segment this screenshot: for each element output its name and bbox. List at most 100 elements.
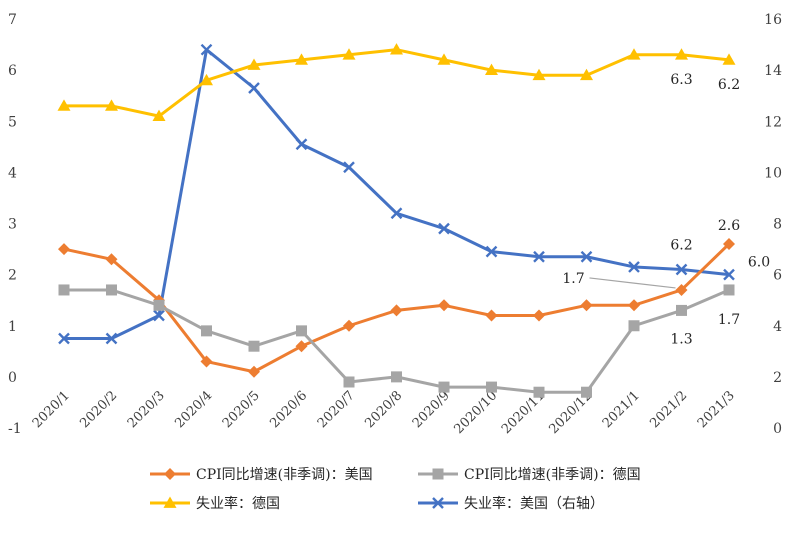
- x-marker-stroke: [723, 268, 735, 281]
- triangle-marker: [247, 58, 261, 70]
- x-marker-stroke: [200, 43, 213, 56]
- x-marker: [723, 268, 735, 281]
- x-marker: [295, 138, 308, 151]
- diamond-marker: [533, 309, 545, 322]
- square-marker: [628, 320, 640, 332]
- data-labels: 2.6 1.7 1.3 1.7 6.3 6.2 6.2 6.0: [562, 72, 770, 348]
- data-label: 6.2: [670, 238, 692, 254]
- left-axis-tick-label: 0: [8, 370, 17, 386]
- x-axis-tick-label: 2020/10: [452, 388, 501, 437]
- data-label: 1.3: [670, 331, 692, 347]
- x-marker-stroke: [485, 245, 498, 258]
- x-marker-stroke: [153, 309, 165, 322]
- diamond-marker: [723, 237, 735, 250]
- square-marker: [343, 376, 355, 388]
- triangle-marker: [675, 48, 688, 60]
- square-marker: [58, 284, 70, 296]
- data-label: 6.2: [718, 77, 740, 93]
- right-axis-tick-label: 0: [773, 421, 782, 437]
- square-marker: [432, 468, 444, 480]
- x-marker: [200, 43, 213, 56]
- square-marker: [248, 340, 260, 352]
- square-marker: [296, 325, 307, 337]
- diamond-marker: [164, 468, 176, 480]
- x-marker: [390, 207, 403, 220]
- right-axis-tick-label: 12: [764, 114, 782, 130]
- x-marker: [105, 332, 118, 345]
- x-marker: [153, 309, 165, 322]
- legend-entry: 失业率：德国: [150, 495, 280, 512]
- x-axis-tick-label: 2020/9: [410, 388, 453, 431]
- left-axis-tick-label: 1: [8, 319, 17, 335]
- x-marker: [580, 250, 593, 263]
- right-axis-tick-label: 10: [764, 165, 782, 181]
- legend-label: CPI同比增速(非季调)：美国: [196, 467, 373, 483]
- x-marker-stroke: [58, 332, 70, 345]
- legend-entry: CPI同比增速(非季调)：德国: [418, 467, 641, 483]
- triangle-marker: [390, 43, 403, 55]
- series-1: [58, 284, 735, 398]
- right-axis-tick-label: 6: [773, 268, 782, 284]
- series-3: [58, 43, 735, 345]
- diamond-marker: [248, 365, 260, 378]
- diamond-marker: [628, 299, 640, 312]
- x-marker: [533, 250, 545, 263]
- x-marker: [248, 82, 260, 94]
- triangle-marker: [342, 48, 356, 60]
- triangle-marker: [152, 109, 166, 122]
- right-axis-tick-label: 2: [773, 370, 782, 386]
- x-marker-stroke: [438, 222, 450, 235]
- x-marker: [58, 332, 70, 345]
- right-axis-tick-label: 14: [764, 63, 782, 79]
- diamond-marker: [580, 299, 593, 312]
- x-axis-tick-label: 2020/4: [172, 388, 215, 431]
- right-axis-tick-label: 16: [764, 12, 782, 28]
- x-axis-tick-label: 2021/2: [647, 388, 690, 431]
- left-axis-tick-label: 3: [8, 217, 17, 233]
- left-axis-tick-label: 7: [8, 12, 17, 28]
- x-axis-tick-label: 2020/1: [30, 388, 73, 431]
- x-axis-tick-label: 2020/8: [362, 388, 405, 431]
- left-axis-tick-label: 5: [8, 114, 17, 130]
- x-marker: [343, 161, 355, 174]
- square-marker: [153, 299, 165, 311]
- x-marker-stroke: [628, 261, 640, 273]
- diamond-marker: [675, 283, 688, 296]
- left-axis-tick-label: 4: [8, 165, 17, 181]
- left-axis-tick-label: 2: [8, 268, 17, 284]
- x-marker: [485, 245, 498, 258]
- x-marker: [432, 497, 444, 509]
- diamond-marker: [485, 309, 498, 322]
- diamond-marker: [105, 253, 118, 266]
- right-axis-tick-label: 8: [773, 217, 782, 233]
- x-axis-tick-label: 2021/3: [695, 388, 738, 431]
- x-marker-stroke: [105, 332, 118, 345]
- triangle-marker: [57, 99, 71, 111]
- x-marker-stroke: [533, 250, 545, 263]
- data-label: 6.3: [670, 72, 692, 88]
- data-label: 2.6: [718, 218, 740, 234]
- square-marker: [533, 386, 545, 398]
- triangle-marker: [200, 73, 213, 86]
- diamond-marker: [58, 243, 70, 256]
- x-marker: [675, 263, 688, 276]
- square-marker: [438, 381, 450, 393]
- x-marker: [438, 222, 450, 235]
- x-marker: [628, 261, 640, 273]
- legend-entry: 失业率：美国（右轴）: [418, 495, 604, 512]
- x-axis-tick-label: 2021/1: [600, 388, 643, 431]
- triangle-marker: [722, 53, 736, 65]
- triangle-marker: [295, 53, 308, 65]
- data-label-leader-line: [589, 277, 676, 289]
- triangle-marker: [437, 53, 451, 65]
- legend-label: CPI同比增速(非季调)：德国: [464, 467, 641, 483]
- left-axis-tick-label: -1: [8, 421, 22, 437]
- x-axis-tick-label: 2020/3: [125, 388, 168, 431]
- x-axis-tick-label: 2020/5: [220, 388, 263, 431]
- legend-label: 失业率：德国: [196, 495, 280, 512]
- right-axis-tick-label: 4: [773, 319, 782, 335]
- data-label: 1.7: [562, 271, 584, 287]
- diamond-marker: [438, 299, 450, 312]
